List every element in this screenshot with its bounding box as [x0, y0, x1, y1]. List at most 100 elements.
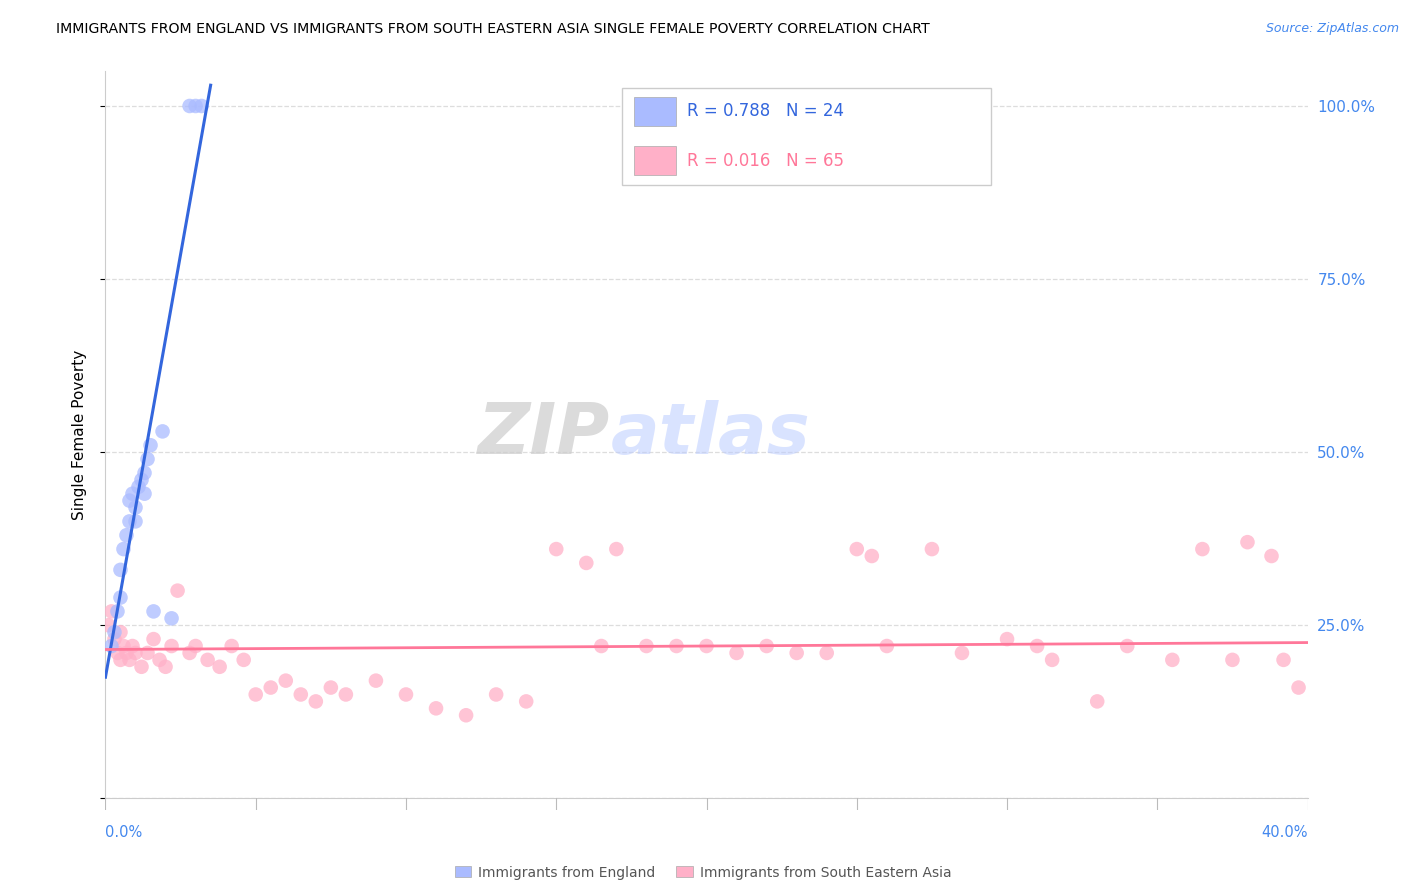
Point [136, 646, 159, 660]
Point [112, 542, 135, 557]
FancyBboxPatch shape [634, 146, 675, 175]
Point [591, 639, 613, 653]
Point [110, 563, 132, 577]
Point [454, 708, 477, 723]
Point [260, 681, 283, 695]
Point [97, 618, 120, 632]
Point [845, 542, 868, 557]
Point [118, 515, 141, 529]
Point [115, 646, 138, 660]
Point [305, 694, 328, 708]
Point [1288, 681, 1310, 695]
Point [131, 660, 153, 674]
Point [232, 653, 254, 667]
Point [142, 604, 165, 618]
Point [136, 452, 159, 467]
Point [179, 646, 201, 660]
Point [124, 515, 146, 529]
Point [1272, 653, 1295, 667]
Point [160, 639, 183, 653]
Point [142, 632, 165, 646]
Point [815, 646, 838, 660]
Point [860, 549, 883, 563]
Point [876, 639, 898, 653]
Point [364, 673, 387, 688]
Point [755, 639, 778, 653]
Point [131, 473, 153, 487]
Point [118, 493, 141, 508]
FancyBboxPatch shape [623, 87, 991, 186]
Point [155, 660, 177, 674]
Point [121, 639, 143, 653]
Point [605, 542, 627, 557]
Point [160, 611, 183, 625]
Point [124, 500, 146, 515]
Text: R = 0.016   N = 65: R = 0.016 N = 65 [688, 152, 844, 169]
Point [112, 639, 135, 653]
Text: R = 0.788   N = 24: R = 0.788 N = 24 [688, 103, 844, 120]
Point [575, 556, 598, 570]
Text: atlas: atlas [610, 401, 810, 469]
Point [190, 99, 212, 113]
Point [118, 653, 141, 667]
Point [395, 688, 418, 702]
Point [139, 438, 162, 452]
Point [1026, 639, 1049, 653]
Point [425, 701, 447, 715]
Point [107, 646, 129, 660]
Point [319, 681, 342, 695]
Point [100, 604, 122, 618]
Point [786, 646, 808, 660]
Point [100, 639, 122, 653]
Point [110, 653, 132, 667]
Point [221, 639, 243, 653]
Point [665, 639, 688, 653]
Point [1222, 653, 1244, 667]
Point [921, 542, 943, 557]
Point [152, 425, 174, 439]
Point [546, 542, 568, 557]
Point [148, 653, 170, 667]
Point [290, 688, 312, 702]
Point [995, 632, 1018, 646]
Text: 0.0%: 0.0% [105, 825, 142, 839]
Point [107, 604, 129, 618]
Point [274, 673, 297, 688]
Point [950, 646, 973, 660]
Point [110, 625, 132, 640]
Point [128, 480, 150, 494]
Point [696, 639, 718, 653]
Point [1040, 653, 1063, 667]
Point [335, 688, 357, 702]
Point [485, 688, 508, 702]
Point [1191, 542, 1213, 557]
Point [1260, 549, 1282, 563]
Point [1161, 653, 1184, 667]
Point [725, 646, 748, 660]
Point [179, 99, 201, 113]
Point [103, 632, 125, 646]
Point [103, 625, 125, 640]
Point [1085, 694, 1108, 708]
Text: 40.0%: 40.0% [1261, 825, 1308, 839]
Point [1236, 535, 1258, 549]
Point [1116, 639, 1139, 653]
Point [515, 694, 537, 708]
Point [208, 660, 231, 674]
Point [134, 486, 156, 500]
Y-axis label: Single Female Poverty: Single Female Poverty [72, 350, 87, 520]
Point [110, 591, 132, 605]
Point [184, 99, 207, 113]
Text: ZIP: ZIP [478, 401, 610, 469]
Point [166, 583, 188, 598]
Point [115, 528, 138, 542]
Point [124, 646, 146, 660]
Point [197, 653, 219, 667]
Text: IMMIGRANTS FROM ENGLAND VS IMMIGRANTS FROM SOUTH EASTERN ASIA SINGLE FEMALE POVE: IMMIGRANTS FROM ENGLAND VS IMMIGRANTS FR… [56, 22, 929, 37]
Point [636, 639, 658, 653]
FancyBboxPatch shape [634, 97, 675, 126]
Point [121, 486, 143, 500]
Legend: Immigrants from England, Immigrants from South Eastern Asia: Immigrants from England, Immigrants from… [449, 860, 957, 885]
Point [245, 688, 267, 702]
Point [134, 466, 156, 480]
